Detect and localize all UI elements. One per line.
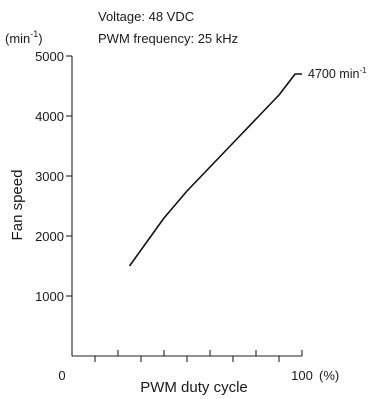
x-axis-label: PWM duty cycle <box>140 379 248 396</box>
annotation-layer: 4700 min-1 <box>308 66 367 81</box>
y-axis-ticks: 1000 2000 3000 4000 5000 <box>35 49 72 304</box>
x-axis-unit: (%) <box>319 368 339 383</box>
condition-voltage: Voltage: 48 VDC <box>98 9 194 24</box>
y-tick-label: 5000 <box>35 49 64 64</box>
max-speed-annotation: 4700 min-1 <box>308 66 367 81</box>
x-axis-ticks: 0 100 <box>58 350 313 383</box>
series-layer <box>128 73 302 267</box>
y-axis-unit: (min-1) <box>5 29 43 46</box>
series-line-fan-speed <box>128 73 302 267</box>
x-tick-label: 0 <box>58 368 65 383</box>
condition-pwm-frequency: PWM frequency: 25 kHz <box>98 31 238 46</box>
x-tick-label: 100 <box>291 368 313 383</box>
y-tick-label: 3000 <box>35 169 64 184</box>
y-axis-label: Fan speed <box>9 170 26 241</box>
y-tick-label: 1000 <box>35 289 64 304</box>
y-tick-label: 2000 <box>35 229 64 244</box>
y-tick-label: 4000 <box>35 109 64 124</box>
